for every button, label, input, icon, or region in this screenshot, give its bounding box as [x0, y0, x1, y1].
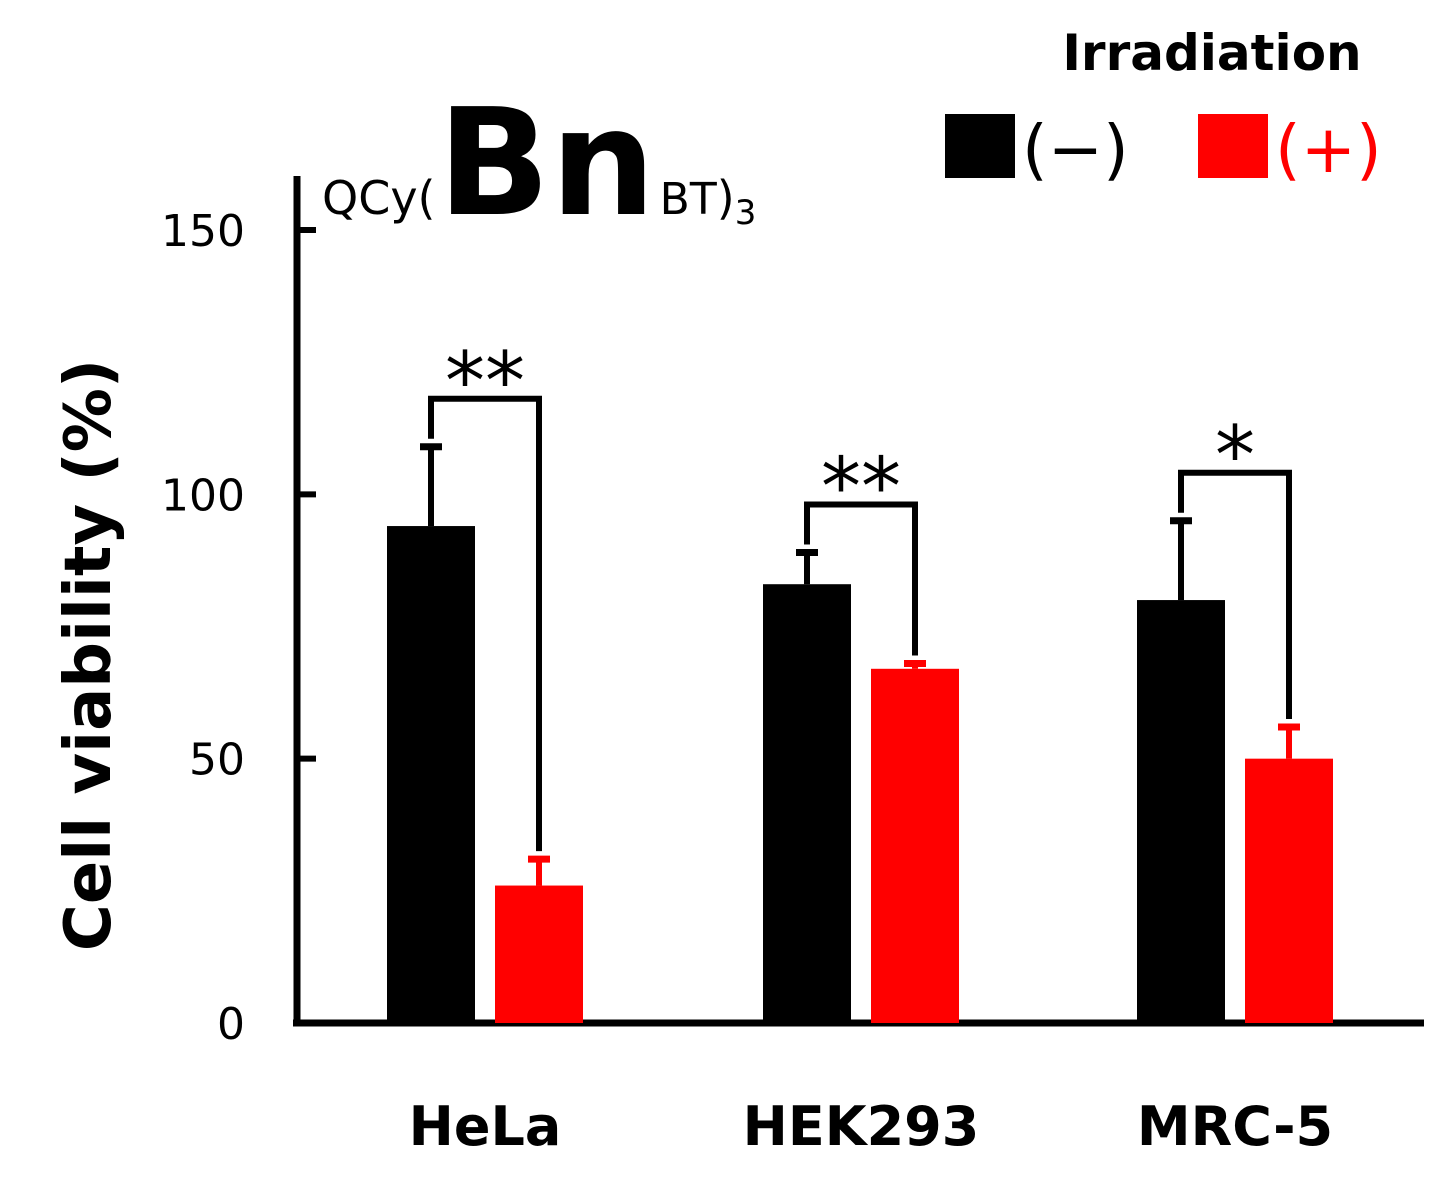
bar-minus: [387, 526, 475, 1023]
error-bars: [420, 443, 1300, 886]
title-main: Bn: [438, 77, 656, 249]
title-prefix: QCy(: [322, 171, 436, 225]
significance-marker: *: [1215, 409, 1255, 502]
bar-plus: [871, 668, 959, 1023]
legend-label-minus: (−): [1022, 111, 1129, 188]
significance-brackets: **** *: [428, 335, 1292, 852]
title-index: 3: [735, 193, 757, 233]
significance-bracket: [428, 395, 542, 852]
significance-marker: **: [821, 440, 901, 533]
x-tick-label: HEK293: [743, 1095, 980, 1158]
y-tick-label: 0: [217, 999, 245, 1050]
bar-minus: [763, 584, 851, 1023]
legend-title: Irradiation: [1062, 24, 1361, 82]
chart-title: QCy(BnBT)3: [322, 77, 756, 249]
legend-swatch-plus: [1198, 114, 1268, 178]
significance-bracket: [804, 501, 918, 656]
bars: [387, 526, 1333, 1023]
x-tick-label: MRC-5: [1137, 1095, 1333, 1158]
x-tick-label: HeLa: [409, 1095, 562, 1158]
y-axis-label: Cell viability (%): [52, 359, 126, 951]
title-close: ): [717, 171, 735, 225]
title-sub: BT: [660, 174, 717, 225]
x-tick-labels: HeLa HEK293 MRC-5: [409, 1095, 1333, 1158]
y-tick-label: 100: [161, 470, 245, 521]
legend-label-plus: (+): [1275, 111, 1382, 188]
bar-plus: [1245, 758, 1333, 1023]
legend-swatch-minus: [945, 114, 1015, 178]
bar-minus: [1137, 600, 1225, 1023]
significance-marker: **: [445, 335, 525, 428]
y-tick-label: 150: [161, 206, 245, 257]
bar-plus: [495, 885, 583, 1023]
y-ticks: 0 50 100 150: [161, 206, 316, 1050]
y-tick-label: 50: [189, 735, 245, 786]
significance-bracket: [1178, 469, 1292, 719]
